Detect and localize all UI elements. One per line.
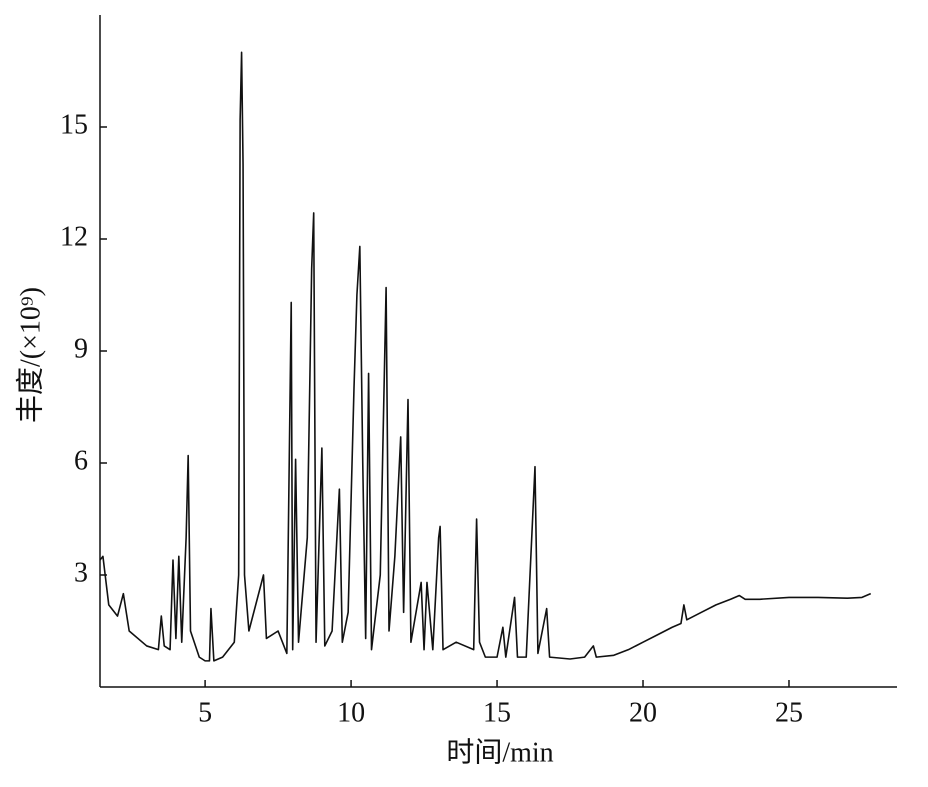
y-axis-label: 丰度/(×10⁹): [14, 287, 46, 423]
y-tick-label: 15: [60, 109, 88, 140]
y-tick-label: 3: [74, 557, 88, 588]
y-tick-label: 12: [60, 221, 88, 252]
y-tick-label: 6: [74, 445, 88, 476]
x-axis-label: 时间/min: [446, 736, 553, 768]
x-tick-label: 15: [483, 697, 511, 728]
x-tick-label: 10: [337, 697, 365, 728]
x-tick-label: 25: [775, 697, 803, 728]
x-tick-label: 5: [198, 697, 212, 728]
data-line: [99, 51, 872, 662]
x-tick-label: 20: [629, 697, 657, 728]
y-tick-label: 9: [74, 333, 88, 364]
